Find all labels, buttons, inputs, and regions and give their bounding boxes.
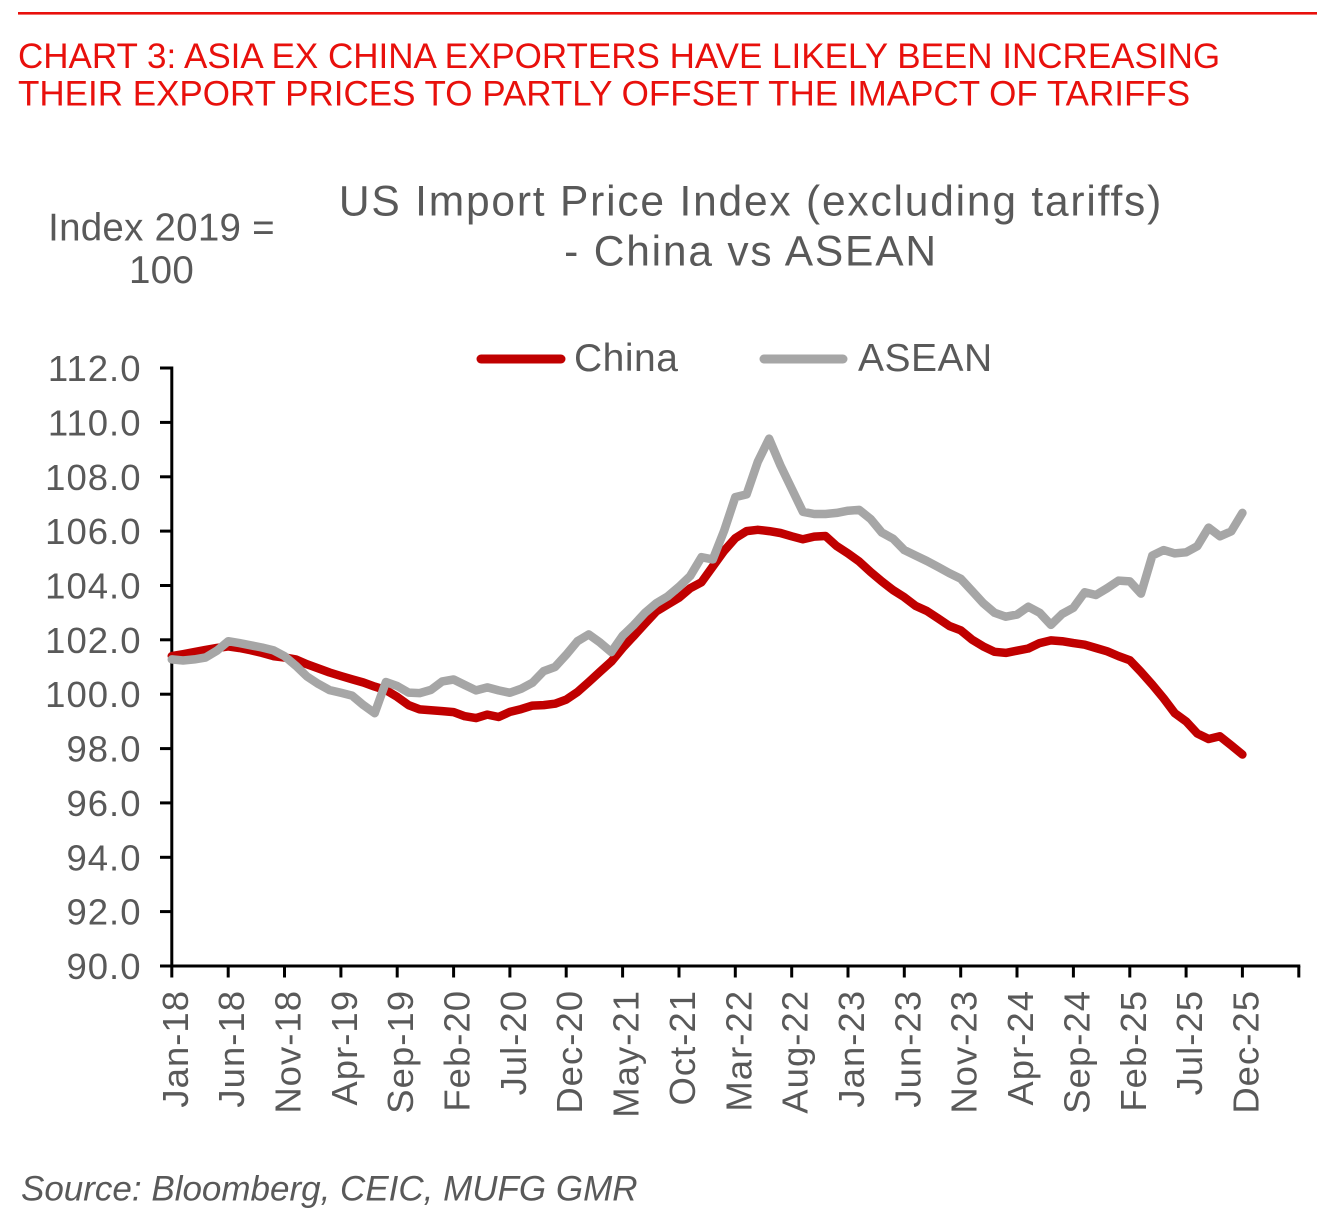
svg-text:Feb-20: Feb-20 [437, 990, 478, 1112]
svg-text:Apr-24: Apr-24 [1000, 990, 1041, 1106]
svg-text:Feb-25: Feb-25 [1113, 990, 1154, 1112]
svg-text:106.0: 106.0 [45, 511, 141, 552]
svg-text:Index 2019 =: Index 2019 = [48, 206, 275, 249]
svg-text:92.0: 92.0 [66, 892, 141, 933]
svg-text:100: 100 [129, 249, 194, 292]
svg-text:Jun-18: Jun-18 [211, 990, 252, 1108]
svg-text:90.0: 90.0 [66, 946, 141, 987]
svg-text:ASEAN: ASEAN [858, 337, 993, 380]
svg-text:96.0: 96.0 [66, 783, 141, 824]
svg-text:Jul-20: Jul-20 [493, 990, 534, 1095]
svg-text:108.0: 108.0 [45, 457, 141, 498]
svg-text:Aug-22: Aug-22 [775, 990, 816, 1114]
svg-text:110.0: 110.0 [48, 402, 142, 443]
svg-text:May-21: May-21 [606, 990, 647, 1118]
svg-text:98.0: 98.0 [66, 729, 141, 770]
svg-text:Jun-23: Jun-23 [887, 990, 928, 1108]
svg-text:112.0: 112.0 [48, 348, 142, 389]
svg-text:Mar-22: Mar-22 [718, 990, 759, 1112]
svg-text:100.0: 100.0 [45, 674, 141, 715]
svg-text:Sep-24: Sep-24 [1056, 990, 1097, 1114]
svg-text:Jan-18: Jan-18 [155, 990, 196, 1108]
svg-text:Oct-21: Oct-21 [662, 990, 703, 1106]
svg-text:Sep-19: Sep-19 [380, 990, 421, 1114]
svg-text:Apr-19: Apr-19 [324, 990, 365, 1106]
svg-text:Nov-23: Nov-23 [944, 990, 985, 1114]
svg-text:China: China [574, 337, 678, 380]
svg-text:Source: Bloomberg, CEIC, MUFG: Source: Bloomberg, CEIC, MUFG GMR [21, 1170, 638, 1209]
svg-text:- China vs ASEAN: - China vs ASEAN [564, 229, 938, 276]
svg-text:CHART 3: ASIA EX CHINA EXPORTE: CHART 3: ASIA EX CHINA EXPORTERS HAVE LI… [18, 37, 1220, 76]
svg-text:THEIR EXPORT PRICES TO PARTLY: THEIR EXPORT PRICES TO PARTLY OFFSET THE… [18, 75, 1190, 114]
svg-text:US Import Price Index (excludi: US Import Price Index (excluding tariffs… [339, 179, 1163, 226]
svg-text:94.0: 94.0 [66, 837, 141, 878]
svg-text:Jul-25: Jul-25 [1169, 990, 1210, 1095]
svg-text:Dec-20: Dec-20 [549, 990, 590, 1114]
svg-text:Nov-18: Nov-18 [268, 990, 309, 1114]
svg-text:Jan-23: Jan-23 [831, 990, 872, 1108]
svg-text:104.0: 104.0 [45, 566, 141, 607]
svg-text:102.0: 102.0 [45, 620, 141, 661]
svg-text:Dec-25: Dec-25 [1225, 990, 1266, 1114]
